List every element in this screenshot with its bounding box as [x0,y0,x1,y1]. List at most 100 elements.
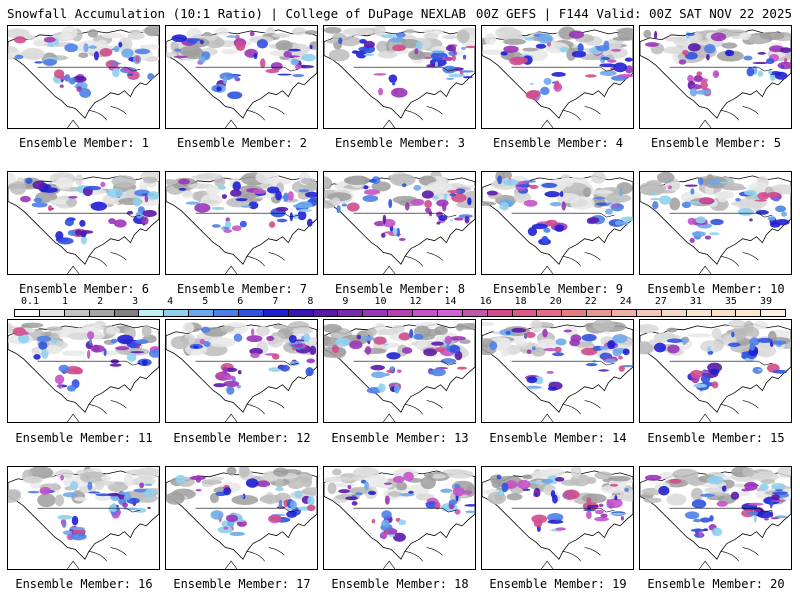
heavy-snow-area [695,216,707,224]
heavy-snow-area [87,481,93,491]
heavy-snow-area [286,510,298,518]
light-snow-area [170,336,190,350]
snowfall-map-svg [8,467,159,569]
colorbar-segment [661,310,687,316]
light-snow-area [456,323,475,330]
heavy-snow-area [144,488,155,498]
ensemble-member-label: Ensemble Member: 8 [334,282,466,296]
heavy-snow-area [511,327,527,333]
heavy-snow-area [392,227,398,236]
heavy-snow-area [716,500,728,507]
light-snow-area [78,52,89,59]
heavy-snow-area [36,335,51,342]
heavy-snow-area [552,352,565,357]
colorbar-tick-label: 14 [444,296,457,307]
heavy-snow-area [463,76,473,79]
heavy-snow-area [748,502,764,506]
heavy-snow-area [303,333,310,343]
heavy-snow-area [448,499,458,506]
ensemble-member-label: Ensemble Member: 18 [331,577,469,591]
light-snow-area [139,180,148,192]
heavy-snow-area [174,48,182,52]
light-snow-area [255,172,279,184]
ensemble-member-label: Ensemble Member: 6 [18,282,150,296]
heavy-snow-area [743,55,753,61]
colorbar-tick-label: 24 [619,296,632,307]
heavy-snow-area [707,345,712,352]
heavy-snow-area [135,211,144,219]
heavy-snow-area [298,208,312,213]
heavy-snow-area [410,198,425,206]
heavy-snow-area [115,346,130,351]
heavy-snow-area [559,191,564,198]
heavy-snow-area [106,188,124,198]
ensemble-member-map [165,171,318,275]
political-border [511,212,615,218]
heavy-snow-area [288,55,301,58]
heavy-snow-area [585,74,597,78]
heavy-snow-area [462,54,467,60]
light-snow-area [238,467,250,478]
light-snow-area [300,177,317,185]
ensemble-member-map [7,171,160,275]
colorbar-segment [89,310,115,316]
snowfall-map-svg [324,467,475,569]
heavy-snow-area [746,67,755,77]
heavy-snow-area [250,328,255,336]
heavy-snow-area [448,50,458,57]
political-border [353,212,457,218]
political-border [669,212,773,218]
heavy-snow-area [700,374,711,383]
light-snow-area [324,176,331,189]
heavy-snow-area [90,201,107,211]
heavy-snow-area [684,51,698,60]
light-snow-area [583,187,592,198]
heavy-snow-area [706,53,710,61]
heavy-snow-area [33,197,43,203]
heavy-snow-area [388,198,393,209]
colorbar-tick-label: 10 [374,296,387,307]
light-snow-area [8,489,21,503]
colorbar-segment [363,310,389,316]
heavy-snow-area [226,35,239,38]
heavy-snow-area [139,482,145,489]
heavy-snow-area [611,48,622,52]
light-snow-area [226,467,237,476]
heavy-snow-area [773,198,780,202]
heavy-snow-area [525,331,536,339]
heavy-snow-area [34,61,43,64]
colorbar-tick-label: 9 [342,296,349,307]
light-snow-area [206,185,220,196]
heavy-snow-area [341,203,348,207]
heavy-snow-area [684,184,698,187]
political-border [37,66,141,72]
colorbar-tick-label: 12 [409,296,422,307]
light-snow-area [9,181,27,195]
heavy-snow-area [503,45,519,53]
heavy-snow-area [351,50,359,54]
heavy-snow-area [451,55,456,62]
coastline [224,252,285,274]
heavy-snow-area [659,195,672,205]
colorbar-segment [189,310,214,316]
heavy-snow-area [581,333,597,342]
light-snow-area [434,29,444,35]
light-snow-area [482,201,497,206]
colorbar-segment [437,310,463,316]
heavy-snow-area [500,51,508,56]
coastline [540,547,601,569]
coastline [698,252,759,274]
heavy-snow-area [381,510,392,519]
heavy-snow-area [70,481,79,491]
heavy-snow-area [586,510,592,520]
heavy-snow-area [698,177,704,186]
heavy-snow-area [223,380,240,388]
heavy-snow-area [620,515,625,521]
heavy-snow-area [87,331,95,340]
heavy-snow-area [667,344,680,354]
heavy-snow-area [373,73,387,76]
heavy-snow-area [373,220,386,227]
light-snow-area [101,475,112,481]
heavy-snow-area [658,485,670,496]
heavy-snow-area [456,366,468,370]
